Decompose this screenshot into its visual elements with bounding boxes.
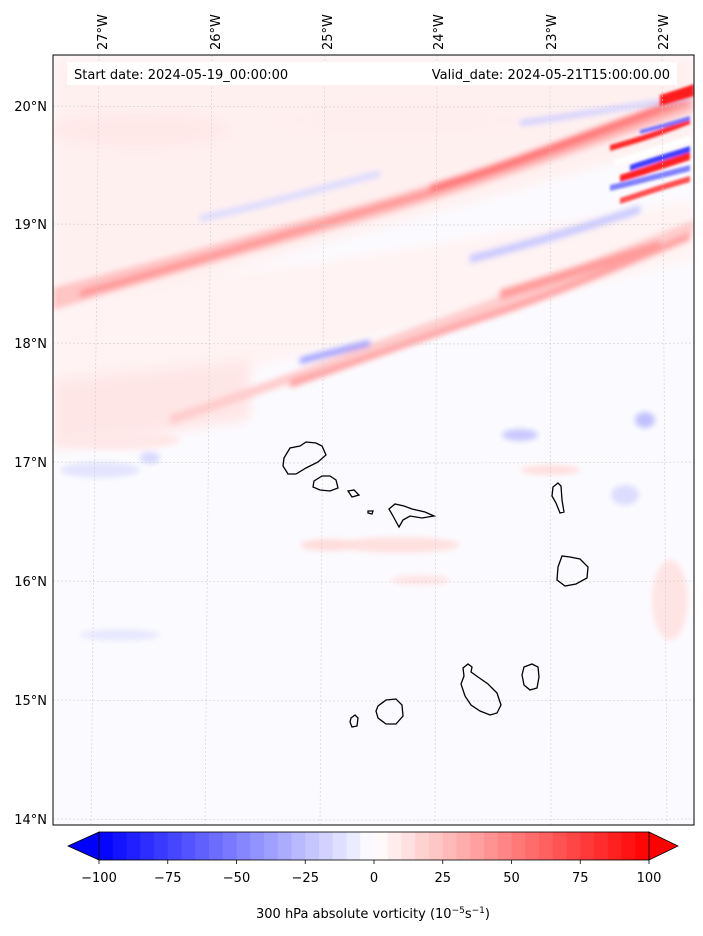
lat-label-16n: 16°N xyxy=(14,575,47,590)
colorbar-segment xyxy=(167,832,183,860)
colorbar-tick-label: −100 xyxy=(81,871,117,886)
island-sao-nicolau xyxy=(388,503,437,529)
colorbar-segment xyxy=(387,832,403,860)
colorbar-segment xyxy=(415,832,430,860)
colorbar-tick-label: 100 xyxy=(637,871,662,886)
coastlines xyxy=(282,441,589,728)
colorbar-segment xyxy=(360,832,375,860)
colorbar-segment xyxy=(332,832,348,860)
colorbar-extend-high xyxy=(648,831,679,861)
colorbar-segment xyxy=(236,832,251,860)
lat-tick-labels: 20°N 19°N 18°N 17°N 16°N 15°N 14°N xyxy=(14,100,47,828)
colorbar-segment xyxy=(552,832,568,860)
colorbar-ticks: −100 −75 −50 −25 0 25 50 75 100 xyxy=(81,860,661,886)
lat-label-18n: 18°N xyxy=(14,337,47,352)
colorbar-tick-label: 75 xyxy=(572,871,589,886)
colorbar-segment xyxy=(525,832,540,860)
colorbar-tick-label: −75 xyxy=(154,871,181,886)
island-sal xyxy=(551,482,565,514)
colorbar-segment xyxy=(470,832,485,860)
lat-label-20n: 20°N xyxy=(14,100,47,115)
colorbar-segment xyxy=(539,832,554,860)
colorbar-segment xyxy=(319,832,334,860)
lon-tick-labels: 27°W 26°W 25°W 24°W 23°W 22°W xyxy=(96,14,672,50)
colorbar-segment xyxy=(456,832,471,860)
colorbar-tick-label: 0 xyxy=(370,871,378,886)
colorbar-tick-label: 50 xyxy=(503,871,520,886)
gridlines xyxy=(53,55,694,825)
colorbar-segment xyxy=(126,832,141,860)
lon-label-26w: 26°W xyxy=(209,14,224,50)
colorbar-segments xyxy=(99,832,650,860)
colorbar-segment xyxy=(99,832,114,860)
island-santiago xyxy=(460,663,502,716)
colorbar-segment xyxy=(594,832,609,860)
colorbar-segment xyxy=(346,832,361,860)
colorbar: −100 −75 −50 −25 0 25 50 75 100 300 hPa absolute… xyxy=(67,831,679,922)
colorbar-segment xyxy=(621,832,636,860)
lon-label-23w: 23°W xyxy=(545,14,560,50)
island-santa-luzia xyxy=(346,489,361,498)
island-brava xyxy=(349,714,359,728)
colorbar-segment xyxy=(222,832,238,860)
colorbar-segment xyxy=(566,832,581,860)
island-fogo xyxy=(375,698,404,725)
valid-date-label: Valid_date: 2024-05-21T15:00:00.00 xyxy=(432,68,670,83)
colorbar-tick-label: 25 xyxy=(434,871,451,886)
colorbar-segment xyxy=(484,832,499,860)
colorbar-segment xyxy=(635,832,650,860)
colorbar-segment xyxy=(291,832,306,860)
colorbar-segment xyxy=(195,832,210,860)
colorbar-extend-low xyxy=(67,831,100,861)
colorbar-segment xyxy=(580,832,595,860)
colorbar-segment xyxy=(429,832,444,860)
colorbar-segment xyxy=(442,832,458,860)
lat-label-14n: 14°N xyxy=(14,813,47,828)
island-sao-vicente xyxy=(312,475,339,492)
colorbar-segment xyxy=(305,832,320,860)
island-santo-antao xyxy=(282,441,327,475)
colorbar-segment xyxy=(250,832,265,860)
lat-label-15n: 15°N xyxy=(14,694,47,709)
colorbar-segment xyxy=(511,832,526,860)
map-panel: Start date: 2024-05-19_00:00:00 Valid_da… xyxy=(52,54,695,826)
colorbar-segment xyxy=(374,832,389,860)
lon-label-24w: 24°W xyxy=(432,14,447,50)
colorbar-segment xyxy=(181,832,196,860)
colorbar-segment xyxy=(277,832,293,860)
map-frame xyxy=(52,54,695,826)
colorbar-segment xyxy=(154,832,169,860)
island-raso xyxy=(367,510,374,515)
colorbar-label: 300 hPa absolute vorticity (10−5s−1) xyxy=(256,906,490,922)
lat-label-19n: 19°N xyxy=(14,218,47,233)
colorbar-segment xyxy=(497,832,513,860)
lon-label-27w: 27°W xyxy=(96,14,111,50)
colorbar-tick-label: −50 xyxy=(223,871,250,886)
colorbar-tick-label: −25 xyxy=(292,871,319,886)
colorbar-segment xyxy=(401,832,416,860)
lon-label-25w: 25°W xyxy=(321,14,336,50)
island-maio xyxy=(521,663,540,691)
colorbar-segment xyxy=(112,832,128,860)
colorbar-segment xyxy=(140,832,155,860)
colorbar-segment xyxy=(607,832,623,860)
island-boa-vista xyxy=(556,555,589,587)
colorbar-segment xyxy=(264,832,279,860)
colorbar-segment xyxy=(209,832,224,860)
start-date-label: Start date: 2024-05-19_00:00:00 xyxy=(74,68,288,83)
lat-label-17n: 17°N xyxy=(14,456,47,471)
lon-label-22w: 22°W xyxy=(657,14,672,50)
info-box xyxy=(67,62,677,85)
